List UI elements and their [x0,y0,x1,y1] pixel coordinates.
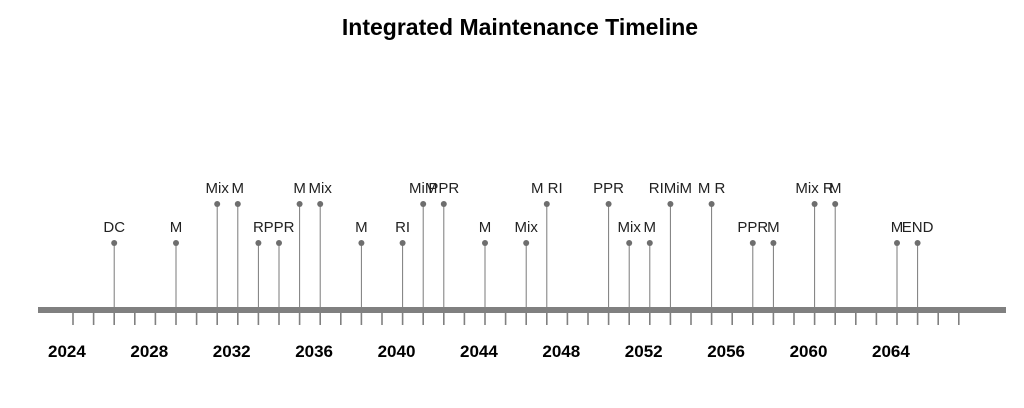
event-point [543,201,550,207]
event-label: Mix [515,219,539,236]
event-point [440,201,447,207]
event-point [234,201,241,207]
event-label: PPR [593,180,624,197]
event-point [832,201,839,207]
chart-title: Integrated Maintenance Timeline [342,14,698,40]
event-point [399,240,406,246]
event-label: PPR [737,219,768,236]
year-tick-label: 2024 [48,342,86,361]
event-point [749,240,756,246]
year-tick-label: 2056 [707,342,745,361]
year-tick-label: 2048 [542,342,580,361]
event-label: M RI [531,180,563,197]
event-label: Mix R [795,180,833,197]
event-label: M [891,219,904,236]
event-label: Mix [309,180,333,197]
event-label: RI [395,219,410,236]
year-tick-label: 2036 [295,342,333,361]
year-tick-label: 2060 [790,342,828,361]
event-label: M [644,219,657,236]
axis-tick-labels: 2024 2028 2032 2036 2040 2044 2048 2052 2056 2060… [48,342,910,361]
event-point [646,240,653,246]
year-tick-label: 2040 [378,342,416,361]
event-point [708,201,715,207]
year-tick-label: 2028 [130,342,168,361]
event-point [626,240,633,246]
event-label: M [355,219,368,236]
event-label: Mix [618,219,642,236]
event-label: MiM [409,180,437,197]
event-label: Mix [206,180,230,197]
event-label: END [902,219,934,236]
year-tick-label: 2052 [625,342,663,361]
event-point [894,240,900,246]
event-point [914,240,921,246]
event-point [111,240,118,246]
event-label: M [170,219,183,236]
event-point [296,201,303,207]
year-tick-label: 2032 [213,342,251,361]
event-point [523,240,530,246]
event-label: R [253,219,264,236]
axis-ticks [72,313,960,325]
event-point [605,201,612,207]
event-point [420,201,427,207]
event-point [770,240,777,246]
event-point [811,201,818,207]
event-label: M [232,180,245,197]
event-label: M R [698,180,726,197]
event-point [214,201,221,207]
event-point [173,240,179,246]
event-label: PPR [264,219,295,236]
event-label: PPR [428,180,459,197]
event-point [276,240,282,246]
year-tick-label: 2064 [872,342,910,361]
year-tick-label: 2044 [460,342,498,361]
event-label: M [479,219,492,236]
event-point [482,240,488,246]
event-label: M [829,180,842,197]
event-point [317,201,324,207]
event-label: DC [103,219,125,236]
event-label: RIMiM [649,180,692,197]
event-label: M [293,180,306,197]
event-point [255,240,262,246]
event-label: M [767,219,780,236]
event-point [358,240,365,246]
timeline-axis [38,307,1006,313]
event-point [667,201,674,207]
